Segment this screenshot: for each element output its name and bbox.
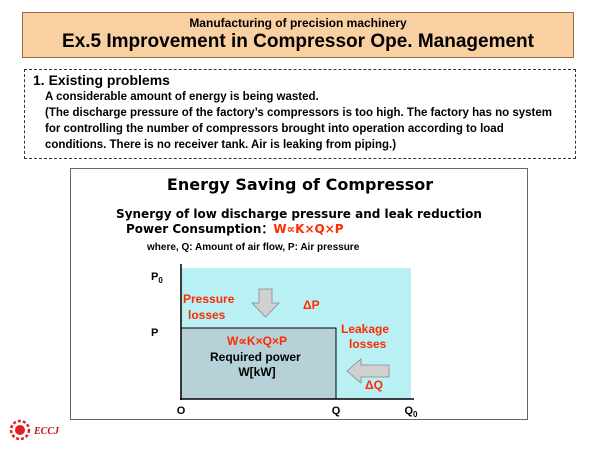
x-label-o: O <box>177 405 186 417</box>
power-consumption-label: Power Consumption： <box>126 222 273 236</box>
eccj-logo-icon <box>9 419 31 441</box>
synergy-text: Synergy of low discharge pressure and le… <box>116 207 482 221</box>
where-text: where, Q: Amount of air flow, P: Air pre… <box>146 242 360 253</box>
leakage-losses-label: Leakage losses <box>341 322 392 351</box>
y-label-p: P <box>151 327 158 339</box>
diagram-title: Energy Saving of Compressor <box>167 175 433 194</box>
x-label-q0: Q0 <box>404 405 418 419</box>
delta-p-label: ΔP <box>303 298 320 312</box>
power-formula: W∝K×Q×P <box>273 222 343 236</box>
energy-saving-diagram: Energy Saving of Compressor Synergy of l… <box>70 168 528 420</box>
eccj-logo-text: ECCJ <box>33 426 60 437</box>
page-subtitle: Manufacturing of precision machinery <box>189 16 407 30</box>
problems-details: (The discharge pressure of the factory’s… <box>45 107 552 151</box>
problems-summary: A considerable amount of energy is being… <box>45 91 319 103</box>
down-arrow-icon <box>251 288 280 318</box>
pressure-losses-label: Pressure losses <box>183 292 238 322</box>
required-power-label: Required power W[kW] <box>210 350 304 379</box>
page-title: Ex.5 Improvement in Compressor Ope. Mana… <box>62 31 534 52</box>
delta-q-label: ΔQ <box>365 378 383 392</box>
problems-box: 1. Existing problems A considerable amou… <box>24 69 576 159</box>
required-power-area <box>180 327 337 400</box>
title-banner: Manufacturing of precision machinery Ex.… <box>22 12 574 58</box>
x-label-q: Q <box>332 405 341 417</box>
problems-heading: 1. Existing problems <box>33 72 170 88</box>
left-arrow-icon <box>346 358 390 384</box>
y-label-p0: P0 <box>151 271 163 285</box>
inner-formula: W∝K×Q×P <box>227 334 287 348</box>
eccj-logo: ECCJ <box>8 418 78 442</box>
power-consumption-line: Power Consumption：W∝K×Q×P <box>126 222 344 236</box>
